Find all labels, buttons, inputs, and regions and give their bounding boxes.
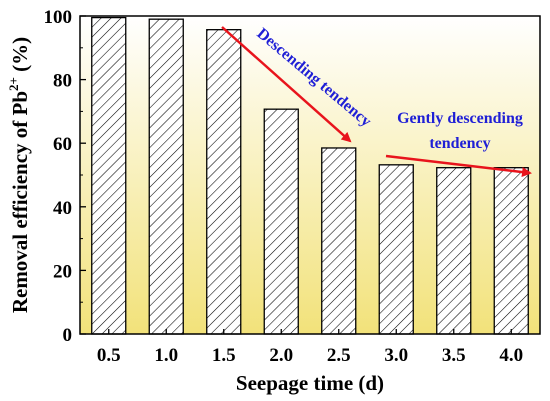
y-tick-label: 0	[63, 325, 73, 346]
descending-arrow	[221, 26, 352, 143]
x-tick-label: 4.0	[499, 345, 523, 366]
y-tick-label: 100	[44, 7, 73, 28]
bar-2.0	[263, 108, 299, 335]
bar-1.5	[206, 29, 242, 335]
y-axis-label: Removal efficiency of Pb2+ (%)	[6, 37, 32, 313]
y-tick-label: 20	[53, 261, 72, 282]
x-tick-label: 2.5	[327, 345, 351, 366]
gently-descending-label-line2: tendency	[429, 135, 490, 152]
x-tick-label: 3.5	[442, 345, 466, 366]
bar-3.0	[378, 164, 414, 335]
y-tick-label: 80	[53, 71, 72, 92]
bar-4.0	[493, 167, 529, 335]
bar-1.0	[148, 18, 184, 335]
x-tick-label: 0.5	[97, 345, 121, 366]
x-axis-label: Seepage time (d)	[236, 371, 384, 395]
y-tick-label: 40	[53, 198, 72, 219]
y-tick-label: 60	[53, 134, 72, 155]
x-tick-label: 1.5	[212, 345, 236, 366]
x-tick-label: 1.0	[154, 345, 178, 366]
x-tick-label: 2.0	[269, 345, 293, 366]
bar-2.5	[321, 147, 357, 335]
gently-descending-arrow	[385, 154, 532, 178]
bar-0.5	[91, 16, 127, 335]
x-tick-label: 3.0	[384, 345, 408, 366]
gently-descending-label-line1: Gently descending	[397, 110, 523, 127]
bar-3.5	[436, 167, 472, 335]
